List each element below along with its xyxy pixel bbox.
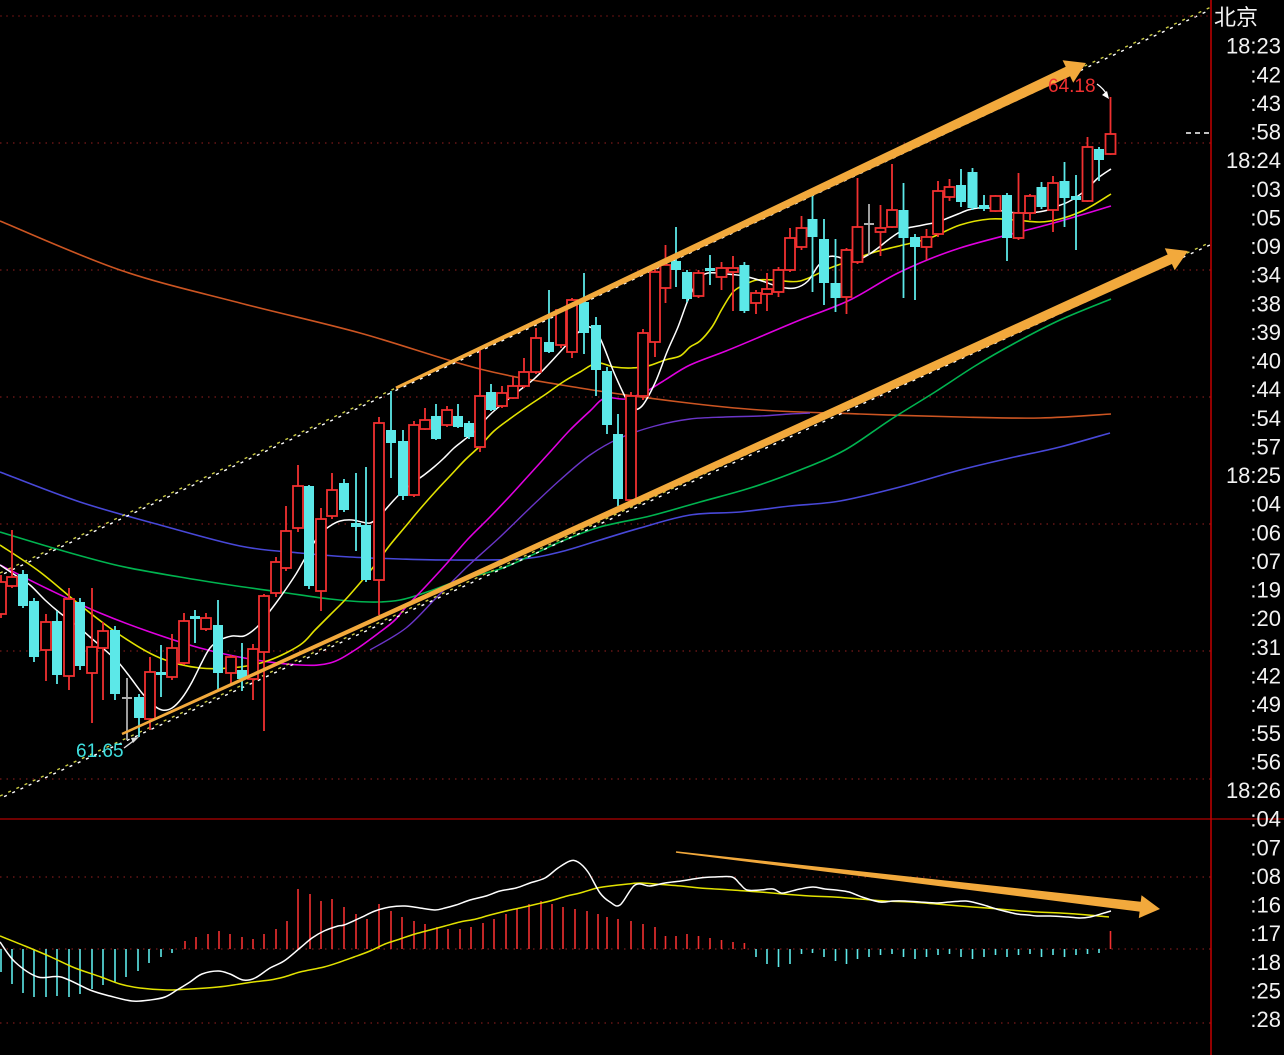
svg-text::54: :54 [1250, 406, 1281, 431]
svg-text::16: :16 [1250, 893, 1281, 918]
svg-text::17: :17 [1250, 921, 1281, 946]
svg-text::18: :18 [1250, 950, 1281, 975]
svg-text::04: :04 [1250, 807, 1281, 832]
svg-text::07: :07 [1250, 549, 1281, 574]
svg-text::07: :07 [1250, 835, 1281, 860]
svg-text::42: :42 [1250, 664, 1281, 689]
svg-text::38: :38 [1250, 291, 1281, 316]
svg-text::08: :08 [1250, 864, 1281, 889]
svg-text::28: :28 [1250, 1007, 1281, 1032]
svg-text::57: :57 [1250, 434, 1281, 459]
svg-text::34: :34 [1250, 263, 1281, 288]
svg-text:18:24: 18:24 [1226, 148, 1281, 173]
svg-text::09: :09 [1250, 234, 1281, 259]
svg-text::20: :20 [1250, 606, 1281, 631]
svg-text:18:23: 18:23 [1226, 34, 1281, 59]
svg-text::39: :39 [1250, 320, 1281, 345]
svg-text::42: :42 [1250, 62, 1281, 87]
svg-text::03: :03 [1250, 177, 1281, 202]
svg-text::40: :40 [1250, 349, 1281, 374]
svg-text::58: :58 [1250, 120, 1281, 145]
svg-text::06: :06 [1250, 520, 1281, 545]
svg-text::49: :49 [1250, 692, 1281, 717]
svg-text::44: :44 [1250, 377, 1281, 402]
svg-text::04: :04 [1250, 492, 1281, 517]
svg-text::19: :19 [1250, 578, 1281, 603]
svg-text::05: :05 [1250, 205, 1281, 230]
svg-text::55: :55 [1250, 721, 1281, 746]
svg-text::31: :31 [1250, 635, 1281, 660]
svg-text:61.65: 61.65 [76, 741, 124, 762]
svg-text:北京: 北京 [1214, 5, 1258, 30]
svg-text:18:26: 18:26 [1226, 778, 1281, 803]
svg-text::25: :25 [1250, 978, 1281, 1003]
svg-text::56: :56 [1250, 749, 1281, 774]
svg-text:64.18: 64.18 [1048, 76, 1096, 97]
svg-text:18:25: 18:25 [1226, 463, 1281, 488]
svg-text::43: :43 [1250, 91, 1281, 116]
